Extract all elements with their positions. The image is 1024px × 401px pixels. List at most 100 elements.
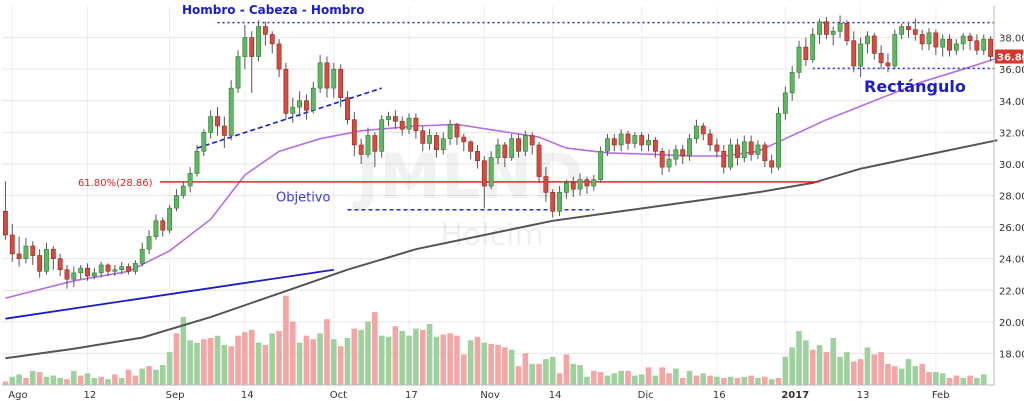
volume-bar bbox=[659, 367, 665, 385]
candle bbox=[427, 129, 433, 150]
volume-bar bbox=[638, 374, 645, 385]
volume-bar bbox=[584, 376, 590, 385]
candle-body bbox=[495, 144, 501, 158]
watermark-name: Holcim bbox=[440, 218, 543, 253]
volume-bar bbox=[830, 338, 837, 385]
candle bbox=[598, 146, 604, 183]
candle-body bbox=[454, 124, 460, 138]
candle-body bbox=[64, 269, 70, 280]
candle-body bbox=[577, 179, 583, 190]
candle-body bbox=[98, 264, 104, 274]
candle-body bbox=[728, 144, 734, 168]
candle-body bbox=[584, 179, 590, 187]
candle-body bbox=[652, 139, 658, 152]
volume-bar bbox=[440, 334, 447, 385]
candle-body bbox=[85, 267, 90, 277]
candle bbox=[502, 141, 508, 168]
x-tick-label: Ago bbox=[8, 390, 27, 401]
candle bbox=[78, 264, 84, 280]
candle bbox=[98, 261, 104, 278]
candle-body bbox=[563, 182, 569, 193]
candle bbox=[892, 29, 898, 70]
annotation-hch: Hombro - Cabeza - Hombro bbox=[182, 3, 364, 17]
candle-body bbox=[153, 220, 159, 237]
candle-body bbox=[625, 133, 631, 144]
volume-bar bbox=[283, 295, 289, 385]
volume-bar bbox=[454, 335, 460, 385]
candle-body bbox=[830, 30, 836, 35]
candle-body bbox=[502, 144, 508, 158]
y-tick-label: 28.00 bbox=[999, 192, 1024, 203]
volume-bar bbox=[262, 345, 269, 385]
candle-body bbox=[933, 32, 939, 48]
candle-body bbox=[810, 34, 816, 60]
candle bbox=[194, 144, 200, 177]
volume-bar bbox=[946, 377, 953, 385]
candle-body bbox=[988, 38, 994, 57]
candle-body bbox=[974, 40, 980, 51]
candle-body bbox=[105, 264, 111, 272]
candle bbox=[215, 107, 220, 136]
volume-bar bbox=[666, 373, 672, 385]
candle bbox=[618, 129, 624, 152]
candle bbox=[776, 107, 781, 171]
volume-bar bbox=[201, 339, 207, 385]
candle bbox=[290, 97, 296, 123]
candle bbox=[64, 264, 70, 289]
watermark-symbol: JMLND bbox=[352, 140, 584, 213]
volume-bar bbox=[303, 335, 310, 385]
candle-body bbox=[953, 43, 959, 51]
candle bbox=[810, 28, 816, 63]
volume-bar bbox=[673, 368, 679, 385]
candle-body bbox=[557, 192, 562, 212]
volume-bar bbox=[159, 365, 166, 385]
candle-body bbox=[365, 135, 371, 155]
volume-bar bbox=[378, 335, 385, 385]
candle-body bbox=[488, 157, 494, 187]
volume-bar bbox=[912, 366, 919, 385]
candle bbox=[495, 138, 501, 164]
volume-bar bbox=[508, 349, 515, 385]
volume-bar bbox=[905, 359, 912, 385]
candle bbox=[392, 110, 398, 130]
candle bbox=[468, 140, 474, 160]
candle-body bbox=[981, 38, 987, 51]
volume-bar bbox=[864, 347, 871, 385]
candle bbox=[563, 179, 569, 199]
volume-bar bbox=[782, 356, 789, 385]
candle-body bbox=[215, 116, 220, 127]
volume-bar bbox=[926, 372, 932, 385]
volume-bar bbox=[9, 376, 16, 385]
candle bbox=[481, 156, 487, 209]
candle-body bbox=[434, 135, 439, 151]
volume-bar bbox=[139, 368, 146, 385]
candle bbox=[126, 263, 131, 275]
candle bbox=[180, 181, 186, 199]
volume-bar bbox=[570, 363, 577, 385]
candle bbox=[160, 217, 166, 237]
candle-body bbox=[912, 29, 918, 35]
candle-body bbox=[700, 125, 706, 135]
candle bbox=[57, 253, 63, 277]
candle bbox=[858, 37, 864, 78]
candle-body bbox=[345, 97, 350, 121]
volume-bar bbox=[632, 375, 638, 385]
moving-averages bbox=[5, 57, 998, 360]
candle-body bbox=[420, 130, 426, 144]
candle-body bbox=[509, 138, 515, 158]
volume-bar bbox=[324, 319, 330, 385]
volume-bar bbox=[974, 377, 980, 385]
volume-bar bbox=[255, 342, 262, 385]
candle bbox=[803, 37, 809, 67]
candle-body bbox=[146, 236, 152, 250]
volume-bar bbox=[625, 370, 631, 385]
volume-bar bbox=[522, 353, 529, 385]
candle-body bbox=[899, 26, 905, 35]
candle-body bbox=[659, 150, 665, 168]
candle-body bbox=[844, 23, 850, 42]
candle-body bbox=[126, 266, 131, 272]
candle bbox=[707, 129, 713, 152]
candle bbox=[687, 133, 692, 161]
candle-body bbox=[906, 26, 911, 30]
volume-bar bbox=[720, 377, 727, 385]
